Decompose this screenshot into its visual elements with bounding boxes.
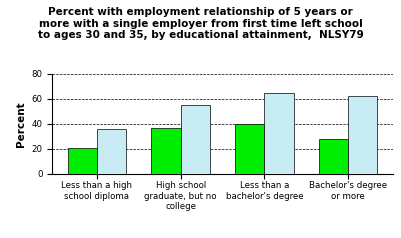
- Bar: [151, 128, 181, 174]
- Bar: [235, 124, 264, 174]
- Bar: [68, 148, 97, 174]
- Bar: [97, 129, 126, 174]
- Bar: [264, 93, 294, 174]
- Bar: [348, 96, 377, 174]
- Bar: [319, 139, 348, 174]
- Text: Percent with employment relationship of 5 years or
more with a single employer f: Percent with employment relationship of …: [38, 7, 363, 40]
- Y-axis label: Percent: Percent: [16, 101, 26, 147]
- Bar: [181, 105, 210, 174]
